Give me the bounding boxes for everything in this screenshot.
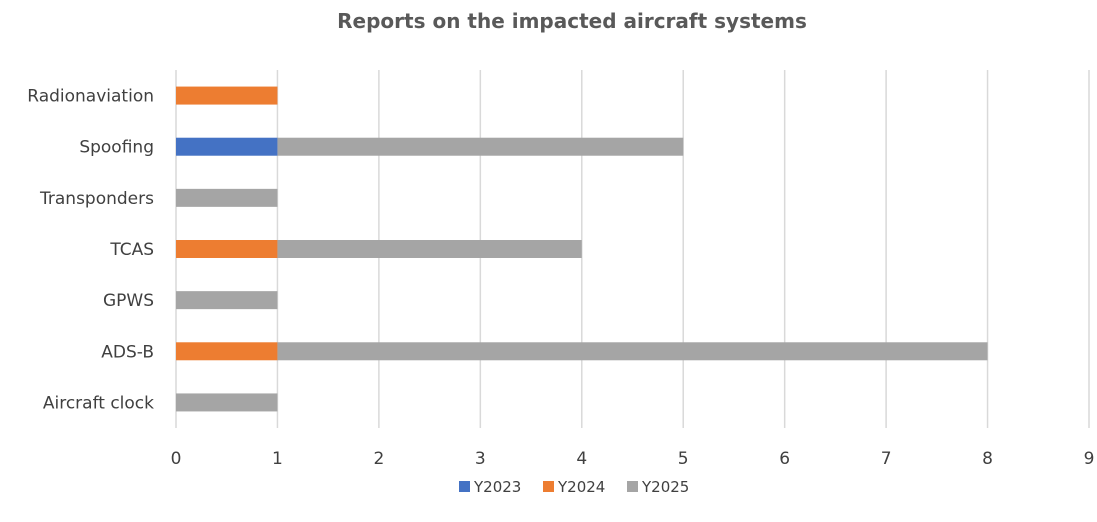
x-tick-label: 3 xyxy=(475,449,486,469)
bar-segment xyxy=(277,240,582,258)
bar-segment xyxy=(176,342,278,361)
x-tick-label: 8 xyxy=(982,449,993,469)
bar-segment xyxy=(176,393,278,412)
bars xyxy=(176,86,988,412)
bar-segment xyxy=(176,188,278,207)
category-label: Radionaviation xyxy=(27,87,154,107)
legend-label: Y2025 xyxy=(641,478,689,496)
x-tick-label: 7 xyxy=(881,449,892,469)
x-tick-label: 1 xyxy=(272,449,283,469)
x-tick-label: 4 xyxy=(576,449,587,469)
category-label: Spoofing xyxy=(79,138,154,158)
category-label: ADS-B xyxy=(101,342,154,362)
category-labels: Radionaviation Spoofing Transponders TCAS GP… xyxy=(27,87,154,414)
category-label: GPWS xyxy=(103,291,154,311)
legend-swatch xyxy=(459,481,470,492)
x-tick-label: 0 xyxy=(171,449,182,469)
bar-segment xyxy=(176,86,278,105)
category-label: Transponders xyxy=(39,189,154,209)
bar-segment xyxy=(176,291,278,310)
bar-segment xyxy=(176,240,278,258)
legend: Y2023 Y2024 Y2025 xyxy=(459,478,689,496)
legend-label: Y2024 xyxy=(557,478,605,496)
legend-swatch xyxy=(543,481,554,492)
category-label: TCAS xyxy=(109,240,154,260)
x-tick-label: 2 xyxy=(373,449,384,469)
bar-segment xyxy=(176,137,278,156)
x-tick-label: 6 xyxy=(779,449,790,469)
bar-segment xyxy=(277,342,988,361)
category-label: Aircraft clock xyxy=(43,393,154,413)
bar-segment xyxy=(277,137,684,156)
chart-title: Reports on the impacted aircraft systems xyxy=(337,9,807,33)
legend-swatch xyxy=(627,481,638,492)
x-tick-label: 5 xyxy=(678,449,689,469)
x-axis-tick-labels: 0 1 2 3 4 5 6 7 8 9 xyxy=(171,449,1095,469)
x-tick-label: 9 xyxy=(1084,449,1095,469)
legend-label: Y2023 xyxy=(473,478,521,496)
